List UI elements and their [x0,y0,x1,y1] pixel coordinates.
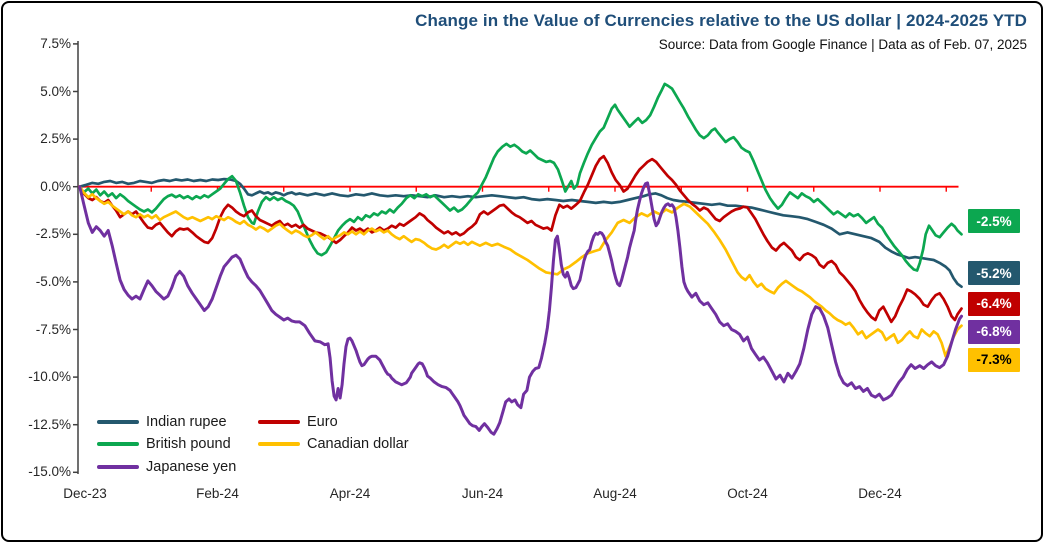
series-line-british-pound [78,82,963,272]
series-line-indian-rupee [78,177,963,289]
series-line-japanese-yen [78,181,963,436]
series-line-canadian-dollar [78,185,963,358]
series-line-euro [78,154,963,324]
